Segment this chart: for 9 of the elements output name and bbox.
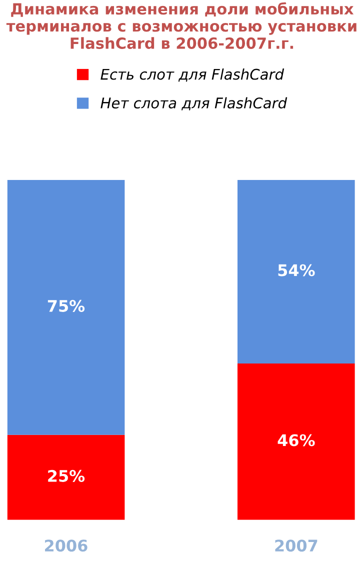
data-label: 75% (48, 300, 85, 312)
x-tick-label: 2006 (45, 540, 88, 552)
x-tick-label: 2007 (275, 540, 318, 552)
legend-label: Нет слота для FlashCard (100, 97, 288, 110)
chart-title: Динамика изменения доли мобильных терминалов с возможностью установки FlashCard в 2006-2007г.г. (6, 2, 356, 49)
data-label: 46% (278, 434, 315, 446)
legend-label: Есть слот для FlashCard (100, 68, 284, 82)
data-label: 54% (278, 264, 315, 276)
data-label: 25% (48, 470, 85, 482)
